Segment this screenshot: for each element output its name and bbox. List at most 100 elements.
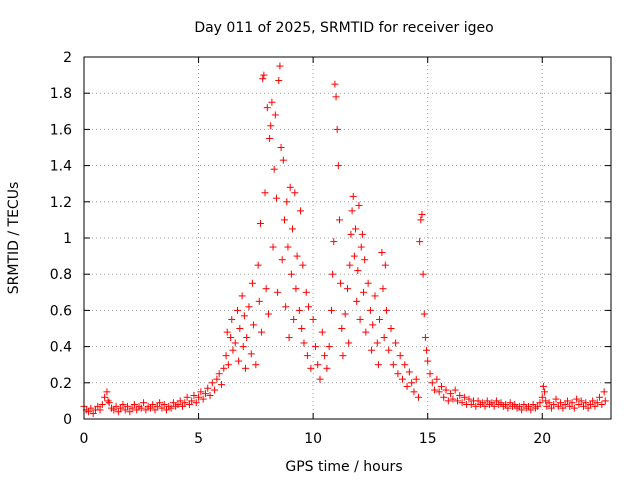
y-tick-label: 2 [63,50,72,66]
data-point [573,395,581,403]
data-point [364,279,372,287]
data-point [527,406,535,414]
data-point [224,361,232,369]
data-point [297,207,305,215]
data-point [596,393,604,401]
data-point [242,364,250,372]
data-point [104,397,112,405]
data-point [385,346,393,354]
data-point [379,285,387,293]
data-point [371,292,379,300]
data-point [362,328,370,336]
data-point [239,343,247,351]
data-point [245,303,253,311]
data-point [410,388,418,396]
data-point [403,382,411,390]
data-point [419,270,427,278]
data-point [357,243,365,251]
data-point [264,310,272,318]
data-point [211,386,219,394]
data-point [227,334,235,342]
data-point [542,397,550,405]
data-point [405,368,413,376]
data-point [208,379,216,387]
data-point [566,402,574,410]
data-point [318,328,326,336]
data-point [472,402,480,410]
y-tick-label: 0 [63,412,72,428]
data-point [543,402,551,410]
data-point [176,397,184,405]
data-point [460,393,468,401]
data-point [392,339,400,347]
data-point [361,256,369,264]
data-point [260,71,268,79]
data-point [236,325,244,332]
data-points [80,62,609,418]
data-point [311,343,319,351]
x-tick-label: 0 [80,431,89,447]
y-axis-label: SRMTID / TECUs [6,182,22,295]
data-point [248,279,256,287]
data-point [204,384,212,392]
data-point [254,261,262,269]
data-point [355,201,363,209]
data-point [529,401,537,409]
data-point [259,75,267,83]
y-tick-label: 0.4 [50,340,72,356]
data-point [502,401,510,409]
data-point [600,388,608,396]
data-point [162,406,170,414]
data-point [368,346,376,354]
data-point [589,397,597,405]
data-point [199,395,207,403]
data-point [282,303,290,311]
data-point [276,62,284,70]
data-point [201,390,209,398]
data-point [279,156,287,164]
data-point [354,267,362,275]
data-point [329,270,337,278]
data-point [190,391,198,399]
data-point [534,402,542,410]
data-point [538,393,546,401]
data-point [183,393,191,401]
data-point [247,350,255,358]
chart-title: Day 011 of 2025, SRMTID for receiver ige… [194,20,493,36]
data-point [423,346,431,354]
data-point [389,361,397,369]
data-point [151,406,159,414]
data-point [474,397,482,405]
data-point [284,243,292,251]
data-point [539,382,547,390]
data-point [593,399,601,407]
data-point [424,357,432,365]
data-point [110,406,118,414]
data-point [128,404,136,412]
data-point [103,388,111,396]
data-point [601,397,609,405]
y-tick-label: 1.6 [50,122,72,138]
data-point [428,379,436,387]
data-point [376,315,384,323]
data-point [536,399,544,407]
data-point [348,207,356,215]
data-point [263,104,271,112]
data-point [117,404,125,412]
data-point [331,80,339,88]
data-point [277,144,285,151]
data-point [563,397,571,405]
y-tick-label: 0.6 [50,303,72,319]
data-point [280,216,288,224]
y-tick-label: 1.2 [50,195,72,211]
data-point [435,388,443,396]
x-axis-label: GPS time / hours [285,459,402,475]
data-point [261,189,269,197]
data-point [456,391,464,399]
data-point [287,270,295,278]
data-point [349,192,357,200]
data-point [112,402,120,410]
data-point [515,402,523,410]
